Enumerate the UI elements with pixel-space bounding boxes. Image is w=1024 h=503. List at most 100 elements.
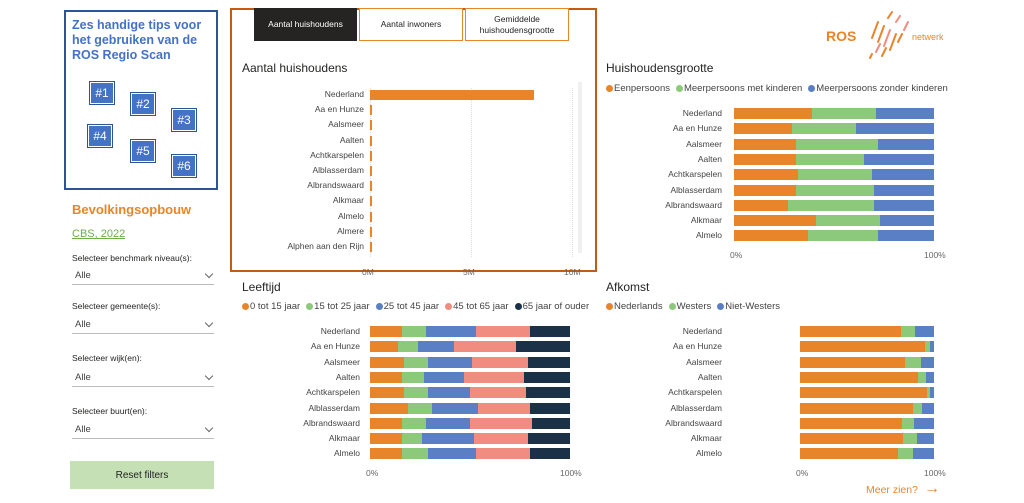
bar-segment[interactable] [901, 417, 914, 429]
bar-segment[interactable] [796, 138, 878, 150]
bar-segment[interactable] [476, 326, 530, 337]
bar-segment[interactable] [530, 326, 570, 337]
bar-segment[interactable] [929, 387, 934, 399]
bar-segment[interactable] [734, 184, 796, 196]
bar-segment[interactable] [530, 448, 570, 460]
bar-segment[interactable] [528, 433, 570, 445]
bar-segment[interactable] [734, 108, 812, 119]
tip-4-button[interactable]: #4 [88, 125, 112, 147]
bar-segment[interactable] [800, 387, 928, 399]
bar-segment[interactable] [917, 371, 926, 383]
bar-segment[interactable] [864, 153, 934, 165]
bar-segment[interactable] [808, 230, 878, 242]
bar-segment[interactable] [929, 341, 934, 353]
bar-segment[interactable] [734, 123, 792, 135]
bar-segment[interactable] [370, 417, 402, 429]
bar-segment[interactable] [428, 387, 470, 399]
bar-segment[interactable] [734, 230, 808, 242]
bar-segment[interactable] [800, 356, 905, 368]
bar-segment[interactable] [878, 138, 934, 150]
bar-segment[interactable] [800, 448, 898, 460]
bar-segment[interactable] [402, 417, 426, 429]
bar-segment[interactable] [812, 108, 876, 119]
bar-segment[interactable] [402, 371, 424, 383]
bar-segment[interactable] [734, 169, 798, 181]
bar-segment[interactable] [422, 433, 474, 445]
bar-segment[interactable] [402, 448, 428, 460]
bar-segment[interactable] [454, 341, 516, 353]
bar-segment[interactable] [880, 215, 934, 227]
bar[interactable] [370, 242, 372, 252]
bar-segment[interactable] [921, 402, 934, 414]
bar-segment[interactable] [816, 215, 880, 227]
legend-item[interactable]: Eenpersoons [606, 83, 670, 94]
tab-gemiddelde-huishoudensgrootte[interactable]: Gemiddelde huishoudensgrootte [465, 8, 569, 41]
legend-item[interactable]: 45 tot 65 jaar [445, 301, 509, 312]
tip-1-button[interactable]: #1 [90, 82, 114, 104]
more-link[interactable]: Meer zien? [866, 484, 918, 496]
bar-segment[interactable] [426, 417, 470, 429]
bar-segment[interactable] [470, 387, 526, 399]
bar-segment[interactable] [912, 402, 922, 414]
bar-segment[interactable] [800, 341, 925, 353]
bar-segment[interactable] [800, 433, 904, 445]
legend-item[interactable]: 65 jaar of ouder [514, 301, 589, 312]
source-link[interactable]: CBS, 2022 [72, 228, 126, 240]
bar-segment[interactable] [402, 433, 422, 445]
bar-segment[interactable] [472, 356, 528, 368]
tab-aantal-inwoners[interactable]: Aantal inwoners [359, 8, 463, 41]
bar-segment[interactable] [734, 153, 796, 165]
bar-segment[interactable] [370, 433, 402, 445]
bar-segment[interactable] [874, 199, 934, 211]
bar-segment[interactable] [924, 341, 930, 353]
bar-segment[interactable] [800, 417, 902, 429]
bar-segment[interactable] [920, 356, 934, 368]
bar-segment[interactable] [474, 433, 528, 445]
bar[interactable] [370, 150, 372, 161]
bar[interactable] [370, 135, 372, 146]
filter-gemeente-dropdown[interactable]: Alle [72, 316, 214, 334]
bar-segment[interactable] [788, 199, 874, 211]
bar[interactable] [370, 196, 372, 207]
filter-wijk-dropdown[interactable]: Alle [72, 369, 214, 387]
bar-segment[interactable] [912, 448, 934, 460]
bar[interactable] [370, 90, 534, 100]
bar-segment[interactable] [792, 123, 856, 135]
bar-segment[interactable] [798, 169, 872, 181]
bar-segment[interactable] [874, 184, 934, 196]
bar-segment[interactable] [470, 417, 532, 429]
bar-segment[interactable] [408, 402, 432, 414]
tab-aantal-huishoudens[interactable]: Aantal huishoudens [254, 8, 357, 41]
bar-segment[interactable] [915, 326, 934, 337]
legend-item[interactable]: Meerpersoons zonder kinderen [808, 83, 948, 94]
tip-5-button[interactable]: #5 [131, 140, 155, 162]
legend-item[interactable]: Niet-Westers [717, 301, 780, 312]
bar[interactable] [370, 120, 372, 131]
bar-segment[interactable] [925, 371, 934, 383]
bar-segment[interactable] [878, 230, 934, 242]
bar-segment[interactable] [424, 371, 464, 383]
bar[interactable] [370, 105, 372, 116]
bar-segment[interactable] [524, 371, 570, 383]
bar-segment[interactable] [370, 341, 398, 353]
bar-segment[interactable] [404, 356, 428, 368]
bar-segment[interactable] [904, 356, 921, 368]
bar-segment[interactable] [432, 402, 478, 414]
bar-segment[interactable] [796, 184, 874, 196]
bar[interactable] [370, 226, 372, 237]
bar-segment[interactable] [516, 341, 570, 353]
bar-segment[interactable] [370, 387, 404, 399]
bar-segment[interactable] [478, 402, 530, 414]
scrollbar[interactable] [578, 82, 582, 254]
legend-item[interactable]: 0 tot 15 jaar [242, 301, 300, 312]
bar-segment[interactable] [530, 402, 570, 414]
bar-segment[interactable] [916, 433, 934, 445]
bar-segment[interactable] [872, 169, 934, 181]
tip-2-button[interactable]: #2 [131, 93, 155, 115]
bar-segment[interactable] [398, 341, 418, 353]
bar-segment[interactable] [428, 356, 472, 368]
bar-segment[interactable] [734, 138, 796, 150]
bar-segment[interactable] [900, 326, 916, 337]
bar-segment[interactable] [796, 153, 864, 165]
bar-segment[interactable] [913, 417, 934, 429]
